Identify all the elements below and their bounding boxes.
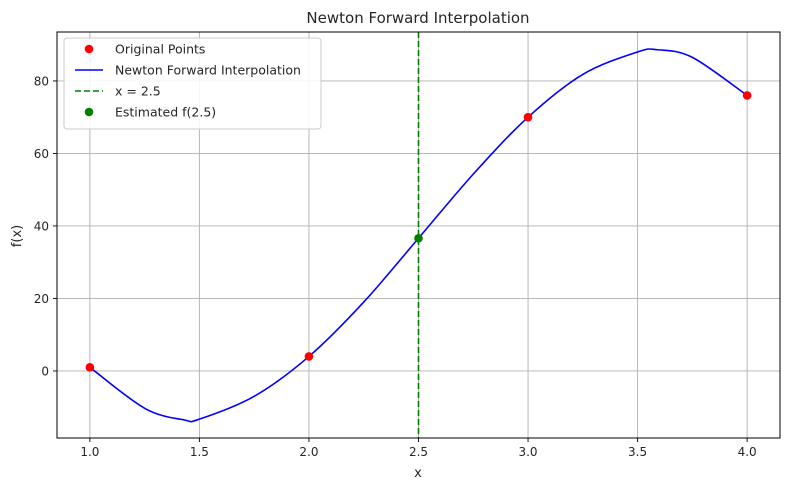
original-point <box>304 352 314 361</box>
y-tick-label: 20 <box>34 292 49 306</box>
plot-data <box>85 32 752 438</box>
x-tick-label: 3.0 <box>518 445 537 459</box>
legend-label: Newton Forward Interpolation <box>115 63 301 78</box>
legend-label: Original Points <box>115 42 205 57</box>
chart-title: Newton Forward Interpolation <box>306 9 529 27</box>
legend-label: x = 2.5 <box>115 84 161 99</box>
legend-box <box>63 37 322 130</box>
y-tick-label: 60 <box>34 147 49 161</box>
y-tick-label: 40 <box>34 219 49 233</box>
y-tick-label: 0 <box>41 364 49 378</box>
original-point <box>85 363 95 372</box>
x-tick-label: 4.0 <box>738 445 757 459</box>
legend: Original Points Newton Forward Interpolat… <box>63 37 322 130</box>
x-tick-label: 1.0 <box>80 445 99 459</box>
ticks: 1.0 1.5 2.0 2.5 3.0 3.5 4.0 0 20 40 60 80 <box>34 74 757 459</box>
estimated-point <box>414 233 423 243</box>
x-tick-label: 2.0 <box>299 445 318 459</box>
legend-label: Estimated f(2.5) <box>115 105 216 120</box>
legend-marker <box>84 44 94 54</box>
y-tick-label: 80 <box>34 74 49 88</box>
original-point <box>742 91 752 100</box>
x-tick-label: 1.5 <box>190 445 209 459</box>
x-tick-label: 2.5 <box>409 445 428 459</box>
x-tick-label: 3.5 <box>628 445 647 459</box>
y-axis-label: f(x) <box>10 225 25 247</box>
legend-marker <box>84 107 94 117</box>
x-axis-label: x <box>414 466 422 481</box>
original-point <box>523 112 533 122</box>
